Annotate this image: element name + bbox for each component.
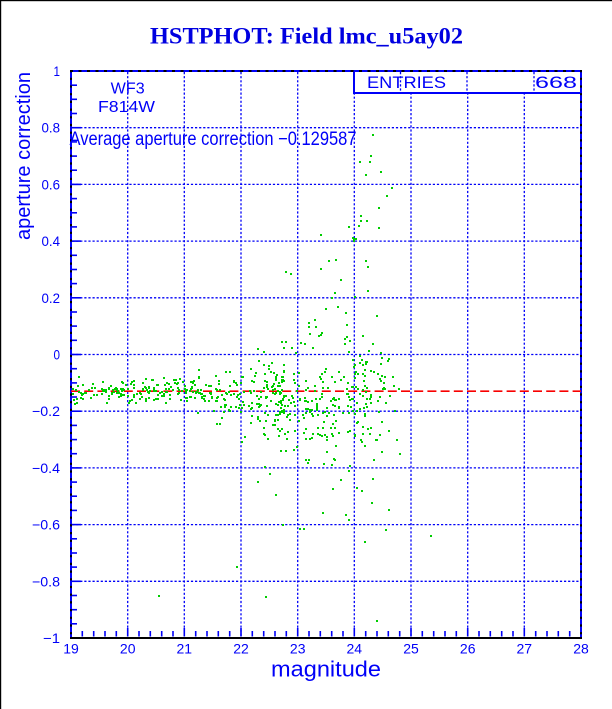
svg-text:23: 23 <box>290 641 306 657</box>
svg-text:magnitude: magnitude <box>271 657 381 682</box>
svg-text:0: 0 <box>54 347 61 363</box>
svg-text:0.8: 0.8 <box>42 120 61 136</box>
svg-text:24: 24 <box>347 641 363 657</box>
svg-text:aperture correction: aperture correction <box>13 72 35 240</box>
svg-text:F814W: F814W <box>98 99 156 116</box>
svg-text:21: 21 <box>177 641 193 657</box>
svg-text:HSTPHOT: Field lmc_u5ay02: HSTPHOT: Field lmc_u5ay02 <box>150 24 463 50</box>
svg-text:0.2: 0.2 <box>42 290 61 306</box>
svg-text:Average aperture correction −0: Average aperture correction −0.129587 <box>70 129 357 150</box>
svg-text:WF3: WF3 <box>111 81 145 98</box>
svg-text:−0.8: −0.8 <box>32 573 60 589</box>
svg-text:0.4: 0.4 <box>42 233 61 249</box>
svg-text:ENTRIES: ENTRIES <box>367 73 446 92</box>
svg-text:26: 26 <box>460 641 476 657</box>
svg-text:0.6: 0.6 <box>42 176 61 192</box>
svg-text:−0.4: −0.4 <box>32 460 60 476</box>
svg-text:28: 28 <box>573 641 589 657</box>
svg-text:22: 22 <box>233 641 249 657</box>
svg-text:19: 19 <box>63 641 79 657</box>
svg-text:25: 25 <box>403 641 419 657</box>
svg-text:−1: −1 <box>43 630 60 646</box>
svg-text:668: 668 <box>535 73 577 92</box>
svg-text:−0.2: −0.2 <box>32 403 60 419</box>
svg-text:20: 20 <box>120 641 136 657</box>
svg-text:1: 1 <box>54 63 61 79</box>
svg-text:27: 27 <box>517 641 533 657</box>
svg-text:−0.6: −0.6 <box>32 517 60 533</box>
